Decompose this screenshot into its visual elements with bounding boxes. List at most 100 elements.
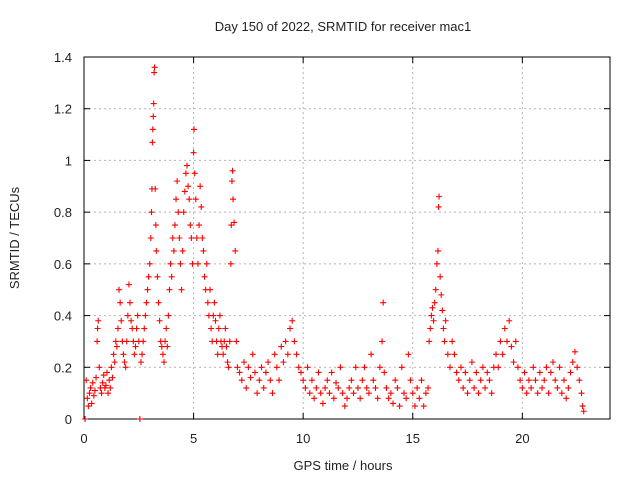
data-point xyxy=(150,100,157,107)
data-point xyxy=(159,351,166,358)
data-point xyxy=(223,343,230,350)
data-point xyxy=(236,369,243,376)
data-point xyxy=(228,222,235,229)
data-point xyxy=(571,348,578,355)
data-point xyxy=(142,312,149,319)
data-point xyxy=(123,338,130,345)
data-point xyxy=(536,369,543,376)
data-point xyxy=(153,247,160,254)
data-point xyxy=(486,377,493,384)
data-point xyxy=(308,377,315,384)
data-point xyxy=(409,390,416,397)
data-point xyxy=(84,395,91,402)
data-point xyxy=(416,395,423,402)
x-tick-label: 10 xyxy=(296,431,310,446)
data-point xyxy=(427,325,434,332)
y-tick-label: 0.4 xyxy=(54,309,72,324)
data-point xyxy=(95,317,102,324)
data-point xyxy=(363,384,370,391)
data-points xyxy=(82,64,587,422)
data-point xyxy=(354,384,361,391)
data-point xyxy=(143,299,150,306)
data-point xyxy=(370,377,377,384)
data-point xyxy=(109,374,116,381)
data-point xyxy=(267,377,274,384)
data-point xyxy=(167,260,174,267)
data-point xyxy=(221,338,228,345)
data-point xyxy=(372,384,379,391)
data-point xyxy=(280,359,287,366)
data-point xyxy=(91,387,98,394)
x-tick-label: 5 xyxy=(190,431,197,446)
data-point xyxy=(432,286,439,293)
data-point xyxy=(495,364,502,371)
data-point xyxy=(508,343,515,350)
data-point xyxy=(226,338,233,345)
data-point xyxy=(198,203,205,210)
data-point xyxy=(453,369,460,376)
data-point xyxy=(352,364,359,371)
data-point xyxy=(102,382,109,389)
data-point xyxy=(224,359,231,366)
data-point xyxy=(326,390,333,397)
data-point xyxy=(482,384,489,391)
data-point xyxy=(165,312,172,319)
data-point xyxy=(368,351,375,358)
data-point xyxy=(324,377,331,384)
data-point xyxy=(484,369,491,376)
data-point xyxy=(154,273,161,280)
data-point xyxy=(187,222,194,229)
data-point xyxy=(214,351,221,358)
data-point xyxy=(149,126,156,133)
data-point xyxy=(211,299,218,306)
data-point xyxy=(228,178,235,185)
data-point xyxy=(517,377,524,384)
data-point xyxy=(306,390,313,397)
data-point xyxy=(396,403,403,410)
data-point xyxy=(293,351,300,358)
data-point xyxy=(107,384,114,391)
grid xyxy=(84,57,610,419)
data-point xyxy=(468,359,475,366)
data-point xyxy=(503,338,510,345)
data-point xyxy=(230,196,237,203)
data-point xyxy=(199,235,206,241)
data-point xyxy=(256,377,263,384)
data-point xyxy=(193,235,200,241)
data-point xyxy=(177,260,184,267)
data-point xyxy=(390,400,397,407)
data-point xyxy=(523,390,530,397)
data-point xyxy=(284,351,291,358)
data-point xyxy=(387,390,394,397)
data-point xyxy=(289,317,296,324)
data-point xyxy=(550,359,557,366)
data-point xyxy=(525,377,532,384)
data-point xyxy=(148,209,155,216)
data-point xyxy=(171,222,178,229)
data-point xyxy=(287,325,294,332)
data-point xyxy=(374,395,381,402)
data-point xyxy=(108,364,115,371)
data-point xyxy=(297,369,304,376)
data-point xyxy=(106,377,113,384)
data-point xyxy=(532,377,539,384)
data-point xyxy=(232,247,239,254)
data-point xyxy=(145,273,152,280)
data-point xyxy=(191,126,198,133)
data-point xyxy=(392,377,399,384)
data-point xyxy=(260,384,267,391)
data-point xyxy=(435,203,442,210)
data-point xyxy=(376,364,383,371)
data-point xyxy=(169,235,176,241)
data-point xyxy=(85,403,92,410)
data-point xyxy=(574,364,581,371)
data-point xyxy=(178,286,185,293)
data-point xyxy=(506,317,513,324)
y-tick-label: 0.6 xyxy=(54,257,72,272)
data-point xyxy=(166,286,173,293)
data-point xyxy=(247,374,254,381)
data-point xyxy=(262,369,269,376)
data-point xyxy=(215,325,222,332)
data-point xyxy=(164,343,171,350)
data-point xyxy=(460,384,467,391)
